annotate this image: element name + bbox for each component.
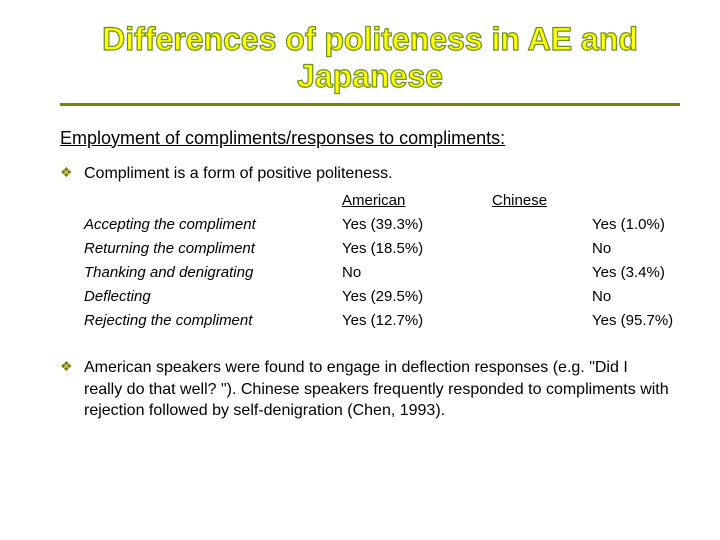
compliment-responses-table: American Chinese Accepting the complimen… <box>84 189 704 333</box>
summary-text: American speakers were found to engage i… <box>84 357 680 422</box>
row-label: Thanking and denigrating <box>84 261 342 285</box>
table-row: Rejecting the compliment Yes (12.7%) Yes… <box>84 309 704 333</box>
row-spacer <box>492 237 592 261</box>
row-chinese: Yes (95.7%) <box>592 309 673 333</box>
row-spacer <box>492 261 592 285</box>
row-american: Yes (39.3%) <box>342 213 492 237</box>
row-american: Yes (18.5%) <box>342 237 492 261</box>
slide-title: Differences of politeness in AE and Japa… <box>60 21 680 95</box>
intro-text: Compliment is a form of positive politen… <box>84 163 393 185</box>
row-chinese: Yes (1.0%) <box>592 213 665 237</box>
row-spacer <box>492 213 592 237</box>
row-label: Accepting the compliment <box>84 213 342 237</box>
row-label: Rejecting the compliment <box>84 309 342 333</box>
header-spacer <box>84 189 342 213</box>
row-chinese: Yes (3.4%) <box>592 261 665 285</box>
table-row: Deflecting Yes (29.5%) No <box>84 285 704 309</box>
row-chinese: No <box>592 237 611 261</box>
table-row: Accepting the compliment Yes (39.3%) Yes… <box>84 213 704 237</box>
title-underline-rule <box>60 103 680 106</box>
table-header-row: American Chinese <box>84 189 704 213</box>
summary-bullet-row: ❖ American speakers were found to engage… <box>60 357 680 422</box>
row-spacer <box>492 309 592 333</box>
header-chinese: Chinese <box>492 189 592 213</box>
header-american: American <box>342 189 492 213</box>
row-spacer <box>492 285 592 309</box>
row-american: Yes (12.7%) <box>342 309 492 333</box>
row-label: Returning the compliment <box>84 237 342 261</box>
row-chinese: No <box>592 285 611 309</box>
row-american: Yes (29.5%) <box>342 285 492 309</box>
table-row: Thanking and denigrating No Yes (3.4%) <box>84 261 704 285</box>
row-label: Deflecting <box>84 285 342 309</box>
slide-container: Differences of politeness in AE and Japa… <box>0 0 720 442</box>
intro-bullet-row: ❖ Compliment is a form of positive polit… <box>60 163 680 185</box>
table-row: Returning the compliment Yes (18.5%) No <box>84 237 704 261</box>
row-american: No <box>342 261 492 285</box>
diamond-bullet-icon: ❖ <box>60 163 84 183</box>
section-subheading: Employment of compliments/responses to c… <box>60 128 680 149</box>
diamond-bullet-icon: ❖ <box>60 357 84 377</box>
